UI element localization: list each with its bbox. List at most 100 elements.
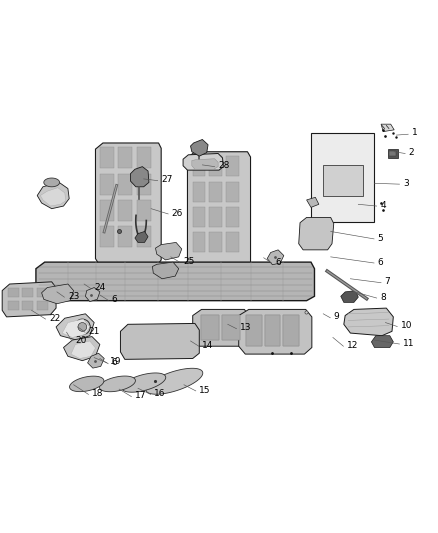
Text: 3: 3 — [403, 179, 409, 188]
Polygon shape — [62, 319, 90, 337]
Polygon shape — [201, 314, 219, 340]
Text: 15: 15 — [199, 385, 211, 394]
Polygon shape — [226, 156, 239, 176]
Polygon shape — [36, 262, 314, 301]
Polygon shape — [118, 226, 132, 247]
Polygon shape — [265, 314, 280, 346]
Polygon shape — [193, 156, 205, 176]
Polygon shape — [146, 368, 203, 394]
Text: 9: 9 — [334, 312, 339, 321]
Text: 27: 27 — [161, 175, 173, 184]
Polygon shape — [40, 188, 66, 206]
Circle shape — [74, 319, 90, 335]
Text: 20: 20 — [75, 336, 87, 344]
Polygon shape — [99, 376, 135, 392]
Text: 1: 1 — [412, 128, 417, 138]
Polygon shape — [100, 174, 114, 195]
Polygon shape — [118, 174, 132, 195]
Polygon shape — [209, 182, 222, 201]
Polygon shape — [70, 376, 104, 392]
Polygon shape — [193, 310, 249, 346]
Polygon shape — [42, 284, 74, 304]
Polygon shape — [283, 314, 299, 346]
Polygon shape — [187, 152, 251, 270]
Text: 18: 18 — [92, 389, 103, 398]
Polygon shape — [193, 207, 205, 227]
Polygon shape — [122, 373, 166, 392]
Polygon shape — [8, 287, 19, 297]
Polygon shape — [209, 207, 222, 227]
Polygon shape — [307, 197, 319, 207]
Polygon shape — [8, 301, 19, 310]
Polygon shape — [88, 353, 104, 368]
Text: 8: 8 — [380, 293, 386, 302]
Polygon shape — [118, 147, 132, 168]
Polygon shape — [193, 232, 205, 253]
Polygon shape — [222, 314, 240, 340]
Text: 14: 14 — [202, 341, 214, 350]
Text: 11: 11 — [403, 338, 414, 348]
Polygon shape — [265, 314, 280, 346]
Polygon shape — [311, 133, 374, 222]
Polygon shape — [100, 226, 114, 247]
Text: 7: 7 — [385, 277, 390, 286]
Text: 16: 16 — [154, 389, 166, 398]
Polygon shape — [299, 217, 334, 250]
Polygon shape — [37, 182, 69, 209]
Polygon shape — [64, 336, 100, 361]
Polygon shape — [37, 287, 48, 297]
Polygon shape — [183, 154, 223, 170]
Polygon shape — [201, 314, 219, 340]
Text: 28: 28 — [218, 161, 230, 170]
Text: 24: 24 — [94, 283, 106, 292]
Polygon shape — [226, 207, 239, 227]
Polygon shape — [209, 156, 222, 176]
Text: 13: 13 — [240, 324, 251, 332]
Text: 6: 6 — [112, 358, 117, 367]
Text: 2: 2 — [409, 148, 414, 157]
Polygon shape — [137, 200, 151, 221]
Polygon shape — [56, 314, 94, 340]
Polygon shape — [118, 200, 132, 221]
Text: 22: 22 — [49, 314, 60, 322]
Text: 21: 21 — [88, 327, 100, 336]
Polygon shape — [246, 314, 262, 346]
Polygon shape — [135, 231, 148, 243]
Polygon shape — [44, 178, 60, 187]
Text: 25: 25 — [183, 257, 194, 266]
Text: 10: 10 — [401, 321, 412, 330]
Polygon shape — [137, 147, 151, 168]
Polygon shape — [2, 282, 56, 317]
Polygon shape — [323, 165, 363, 196]
Polygon shape — [71, 341, 95, 359]
Polygon shape — [192, 159, 218, 169]
Polygon shape — [37, 301, 48, 310]
Polygon shape — [389, 151, 396, 156]
Polygon shape — [131, 167, 149, 187]
Text: 6: 6 — [275, 257, 281, 266]
Text: 4: 4 — [380, 201, 386, 209]
Text: 6: 6 — [112, 295, 117, 304]
Polygon shape — [100, 147, 114, 168]
Polygon shape — [283, 314, 299, 346]
Polygon shape — [226, 182, 239, 201]
Polygon shape — [191, 140, 208, 156]
Text: 19: 19 — [110, 358, 122, 367]
Text: 12: 12 — [347, 341, 358, 350]
Text: 6: 6 — [378, 257, 383, 266]
Polygon shape — [341, 290, 358, 302]
Polygon shape — [388, 149, 398, 158]
Polygon shape — [100, 200, 114, 221]
Polygon shape — [246, 314, 262, 346]
Polygon shape — [193, 182, 205, 201]
Polygon shape — [371, 336, 393, 348]
Polygon shape — [22, 301, 33, 310]
Polygon shape — [222, 314, 240, 340]
Polygon shape — [120, 324, 199, 359]
Polygon shape — [239, 310, 312, 354]
Polygon shape — [137, 174, 151, 195]
Polygon shape — [152, 262, 179, 279]
Text: 17: 17 — [135, 391, 146, 400]
Polygon shape — [85, 287, 100, 302]
Polygon shape — [155, 243, 182, 260]
